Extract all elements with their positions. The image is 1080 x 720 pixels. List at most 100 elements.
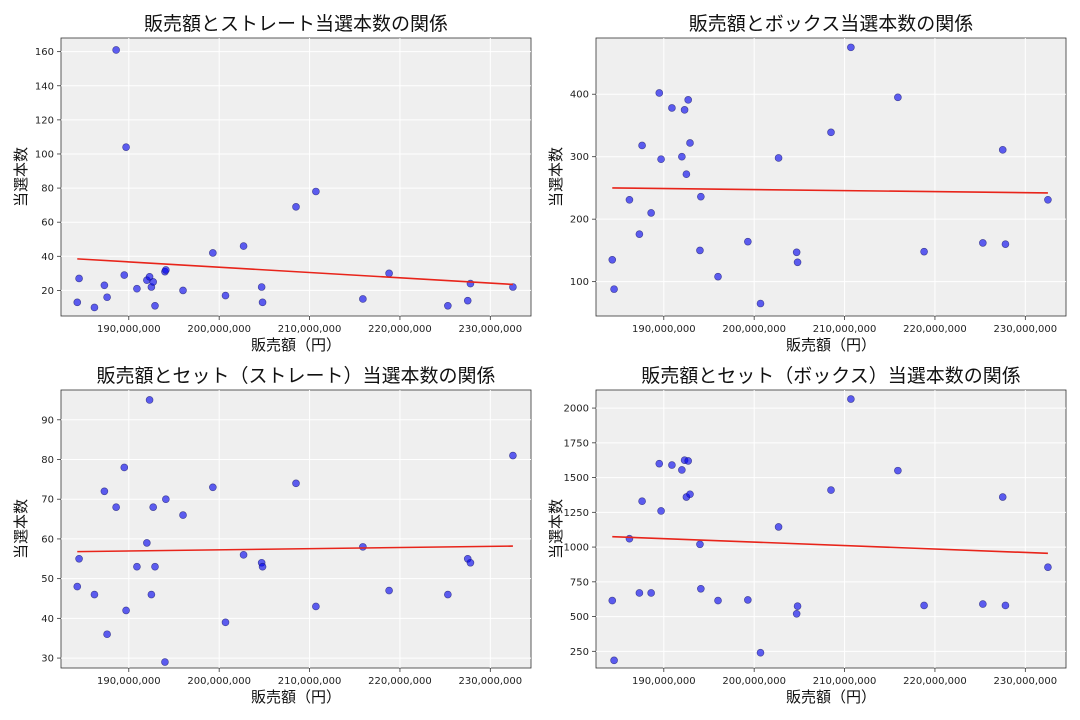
y-tick-label: 70 xyxy=(41,495,54,506)
data-point xyxy=(143,539,151,547)
data-point xyxy=(998,146,1007,154)
data-point xyxy=(292,479,300,488)
data-point xyxy=(697,584,705,593)
data-point xyxy=(774,523,783,531)
x-axis-label: 販売額（円） xyxy=(786,688,876,706)
data-point xyxy=(696,246,704,255)
data-point xyxy=(145,272,154,281)
y-tick-label: 1500 xyxy=(564,473,589,484)
data-point xyxy=(696,540,704,549)
data-point xyxy=(668,104,676,112)
y-tick-label: 60 xyxy=(41,534,54,545)
data-point xyxy=(75,274,83,283)
y-tick-label: 140 xyxy=(35,81,54,92)
data-point xyxy=(774,154,783,162)
trend-line xyxy=(77,258,513,286)
y-tick-label: 100 xyxy=(570,277,589,288)
x-axis-label: 販売額（円） xyxy=(251,688,341,706)
data-point xyxy=(686,139,694,147)
data-point xyxy=(221,291,230,300)
data-point xyxy=(145,396,154,404)
data-point xyxy=(103,293,111,302)
data-point xyxy=(684,457,692,465)
x-tick-label: 200,000,000 xyxy=(187,324,251,335)
data-point xyxy=(979,600,987,608)
data-point xyxy=(793,602,802,610)
data-point xyxy=(920,601,928,610)
data-point xyxy=(103,630,111,639)
data-point xyxy=(162,266,170,274)
x-tick-label: 230,000,000 xyxy=(459,676,523,687)
x-tick-label: 190,000,000 xyxy=(632,324,696,335)
data-point xyxy=(744,596,752,604)
data-point xyxy=(122,143,130,151)
data-point xyxy=(257,283,266,291)
data-point xyxy=(635,589,644,597)
x-axis-label: 販売額（円） xyxy=(251,336,341,354)
data-point xyxy=(668,461,676,469)
data-point xyxy=(100,281,109,290)
data-point xyxy=(209,249,217,257)
y-tick-label: 1750 xyxy=(564,438,589,449)
data-point xyxy=(151,301,159,310)
data-point xyxy=(610,656,618,665)
y-tick-label: 60 xyxy=(41,218,54,229)
data-point xyxy=(625,534,634,543)
x-tick-label: 210,000,000 xyxy=(813,324,877,335)
x-tick-label: 210,000,000 xyxy=(813,676,877,687)
data-point xyxy=(239,551,248,559)
x-tick-label: 220,000,000 xyxy=(903,324,967,335)
data-point xyxy=(385,269,393,278)
subplot-2: 販売額とボックス当選本数の関係 190,000,000 200,000,000 210… xyxy=(547,13,1067,354)
x-tick-label: 200,000,000 xyxy=(722,324,786,335)
data-point xyxy=(161,658,169,666)
data-point xyxy=(647,209,655,217)
data-point xyxy=(847,395,855,403)
data-point xyxy=(312,602,320,611)
data-point xyxy=(847,43,855,52)
data-point xyxy=(385,586,393,595)
data-point xyxy=(827,128,835,137)
data-point xyxy=(714,272,722,281)
y-tick-label: 300 xyxy=(570,152,589,163)
data-point xyxy=(714,596,722,605)
data-point xyxy=(657,507,665,515)
y-tick-label: 80 xyxy=(41,184,54,195)
data-point xyxy=(149,278,157,286)
data-point xyxy=(312,187,320,196)
x-tick-label: 190,000,000 xyxy=(632,676,696,687)
x-tick-label: 190,000,000 xyxy=(97,676,161,687)
data-point xyxy=(686,490,694,499)
data-point xyxy=(444,590,452,599)
data-point xyxy=(638,497,646,506)
x-tick-label: 230,000,000 xyxy=(994,676,1058,687)
data-point xyxy=(147,590,156,599)
y-tick-label: 120 xyxy=(35,115,54,126)
data-point xyxy=(894,93,902,102)
data-point xyxy=(682,170,691,178)
y-tick-label: 100 xyxy=(35,149,54,160)
x-tick-label: 230,000,000 xyxy=(994,324,1058,335)
data-point xyxy=(90,303,99,312)
data-point xyxy=(792,248,801,257)
data-point xyxy=(655,89,664,97)
y-tick-label: 200 xyxy=(570,215,589,226)
data-point xyxy=(179,511,187,519)
data-point xyxy=(1044,563,1052,572)
data-point xyxy=(179,286,187,295)
trend-line xyxy=(77,545,513,553)
y-tick-label: 1250 xyxy=(564,508,589,519)
data-point xyxy=(221,618,230,627)
x-tick-label: 220,000,000 xyxy=(903,676,967,687)
x-tick-label: 200,000,000 xyxy=(187,676,251,687)
x-tick-label: 190,000,000 xyxy=(97,324,161,335)
data-point xyxy=(359,295,367,303)
plot-area xyxy=(60,37,532,317)
data-point xyxy=(73,298,82,307)
y-tick-label: 20 xyxy=(41,286,54,297)
chart-title: 販売額とボックス当選本数の関係 xyxy=(689,13,973,35)
data-point xyxy=(100,487,109,496)
data-point xyxy=(792,609,801,618)
y-tick-label: 2000 xyxy=(564,404,589,415)
data-point xyxy=(744,237,752,246)
